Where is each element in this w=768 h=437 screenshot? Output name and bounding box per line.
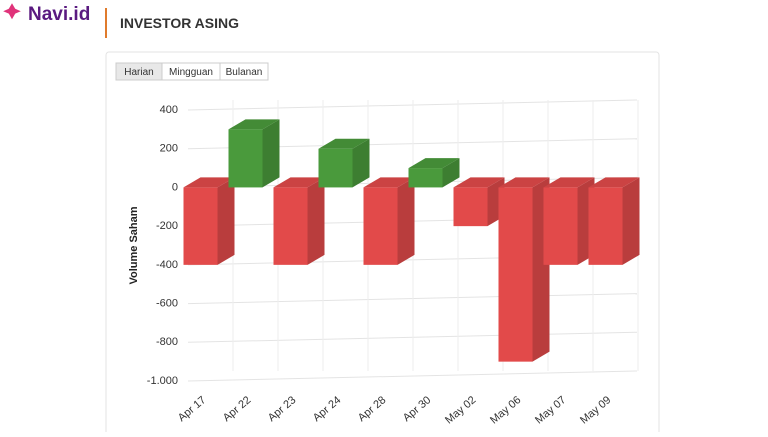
bar-front — [363, 187, 398, 265]
tab[interactable] — [219, 62, 269, 81]
bar-top — [228, 119, 280, 130]
bar-side — [442, 158, 460, 188]
y-tick-label: 200 — [160, 143, 178, 155]
bar-top — [498, 177, 550, 188]
bar — [453, 177, 505, 227]
bar — [408, 158, 460, 188]
bar-top — [363, 177, 415, 188]
bar-side — [217, 177, 235, 265]
bar-side — [307, 177, 325, 265]
bar-top — [543, 177, 595, 188]
bar-top — [588, 177, 640, 188]
bar-side — [262, 119, 280, 188]
bar — [228, 119, 280, 188]
bar-top — [273, 177, 325, 188]
logo-icon — [3, 3, 21, 20]
bar-front — [273, 187, 308, 265]
y-tick-label: 0 — [172, 181, 178, 193]
bar-top — [408, 158, 460, 169]
bar-side — [352, 138, 370, 188]
bar — [363, 177, 415, 265]
bar — [273, 177, 325, 265]
y-tick-label: 400 — [160, 104, 178, 116]
bar-side — [622, 177, 640, 265]
tab-label[interactable]: Mingguan — [169, 67, 213, 78]
section-title: INVESTOR ASING — [120, 15, 239, 31]
bar-front — [408, 168, 443, 188]
bar-side — [397, 177, 415, 265]
bar — [318, 138, 370, 188]
grid-line — [187, 370, 638, 382]
y-tick-label: -1.000 — [147, 375, 178, 387]
bar-front — [543, 187, 578, 265]
tab-label[interactable]: Bulanan — [226, 67, 263, 78]
bar — [588, 177, 640, 265]
bar-front — [498, 187, 533, 362]
bar — [183, 177, 235, 265]
tab-label[interactable]: Harian — [124, 67, 153, 78]
bar — [498, 177, 550, 362]
bar-top — [183, 177, 235, 188]
bar-top — [453, 177, 505, 188]
tabs: Harian Mingguan Bulanan — [115, 62, 269, 81]
bar — [543, 177, 595, 265]
bar-front — [228, 129, 263, 188]
y-tick-label: -600 — [156, 297, 178, 309]
bar-front — [453, 187, 488, 227]
bar-top — [318, 138, 370, 149]
y-tick-label: -200 — [156, 220, 178, 232]
y-tick-label: -800 — [156, 336, 178, 348]
y-axis-label: Volume Saham — [128, 206, 140, 284]
bar-front — [318, 148, 353, 188]
y-tick-label: -400 — [156, 259, 178, 271]
bar-front — [588, 187, 623, 265]
bar-front — [183, 187, 218, 265]
logo[interactable]: Navi.id — [28, 4, 90, 25]
